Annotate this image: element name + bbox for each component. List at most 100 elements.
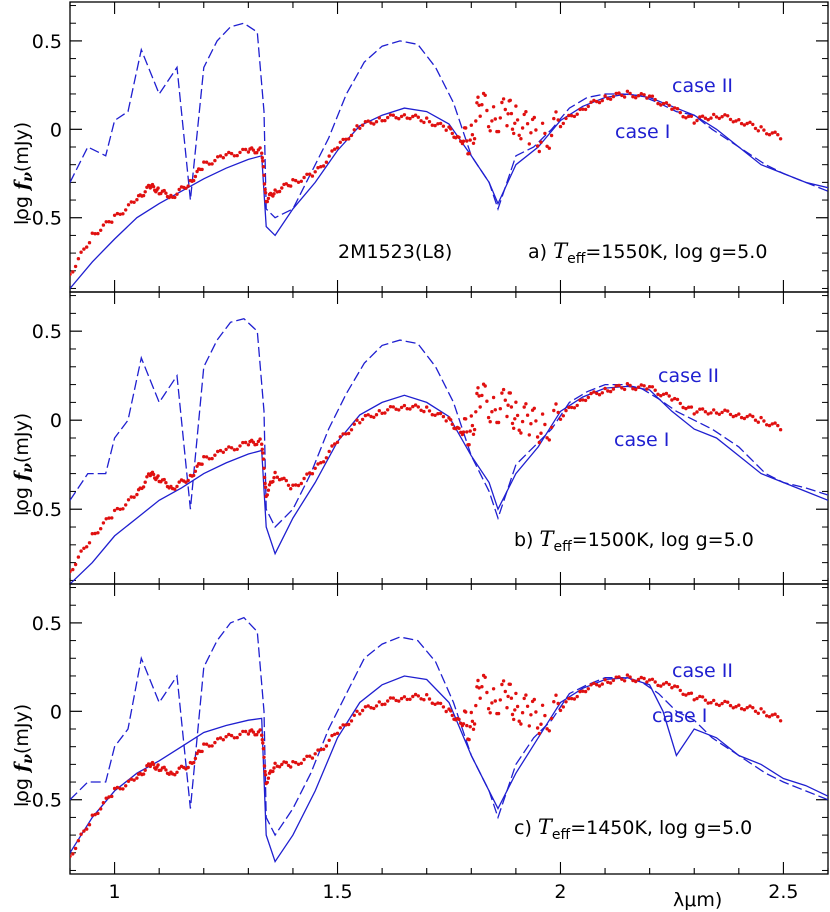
data-point xyxy=(330,444,334,448)
data-point xyxy=(408,407,412,411)
data-point xyxy=(675,107,680,111)
data-point xyxy=(177,766,181,770)
data-point xyxy=(126,498,131,502)
observed-spectrum-points xyxy=(70,673,783,858)
data-point xyxy=(433,413,437,417)
data-point xyxy=(227,445,231,449)
data-point xyxy=(316,462,320,466)
data-point xyxy=(476,678,480,683)
data-point xyxy=(258,728,262,732)
data-point xyxy=(509,405,514,409)
data-point xyxy=(512,426,516,430)
data-point xyxy=(305,754,309,758)
data-point xyxy=(687,691,691,696)
data-point xyxy=(717,116,721,121)
data-point xyxy=(726,114,730,118)
data-point xyxy=(115,506,120,511)
data-point xyxy=(413,403,418,407)
data-point xyxy=(496,420,501,425)
data-point xyxy=(200,462,204,466)
y-tick-label: 0 xyxy=(50,119,62,141)
data-point xyxy=(578,398,582,402)
data-point xyxy=(87,241,92,245)
data-point xyxy=(330,149,334,153)
data-point xyxy=(614,91,618,96)
data-point xyxy=(450,131,454,136)
data-point xyxy=(628,675,632,679)
data-point xyxy=(76,257,81,261)
data-point xyxy=(567,113,571,118)
data-point xyxy=(561,414,565,418)
data-point xyxy=(496,129,501,134)
data-point xyxy=(289,487,293,491)
data-point xyxy=(510,712,515,717)
data-point xyxy=(173,487,177,491)
data-point xyxy=(107,516,111,520)
data-point xyxy=(549,133,554,138)
object-label: 2M1523(L8) xyxy=(338,241,452,263)
data-point xyxy=(263,769,267,774)
data-point xyxy=(728,412,733,417)
data-point xyxy=(476,386,480,390)
data-point xyxy=(549,716,554,721)
data-point xyxy=(569,405,574,410)
data-point xyxy=(374,704,379,708)
data-point xyxy=(210,456,214,461)
data-point xyxy=(603,678,607,682)
data-point xyxy=(461,139,466,143)
case-i-label: case I xyxy=(652,705,707,727)
x-tick-label: 1 xyxy=(109,881,121,903)
data-point xyxy=(352,128,356,132)
data-point xyxy=(251,440,256,444)
data-point xyxy=(262,182,267,186)
data-point xyxy=(121,787,125,791)
data-point xyxy=(449,418,453,422)
data-point xyxy=(90,813,95,817)
data-point xyxy=(698,407,702,411)
data-point xyxy=(700,407,705,411)
data-point xyxy=(776,715,780,719)
data-point xyxy=(441,705,446,709)
data-point xyxy=(282,476,286,480)
data-point xyxy=(173,773,177,777)
data-point xyxy=(265,493,269,497)
data-point xyxy=(216,737,220,741)
data-point xyxy=(416,115,420,119)
data-point xyxy=(156,763,160,767)
data-point xyxy=(135,776,139,780)
data-point xyxy=(567,696,571,701)
data-point xyxy=(101,521,106,525)
data-point xyxy=(578,689,582,694)
data-point xyxy=(692,412,696,416)
data-point xyxy=(207,457,211,461)
data-point xyxy=(485,108,489,113)
data-point xyxy=(422,120,426,125)
data-point xyxy=(260,447,264,451)
data-point xyxy=(96,531,100,535)
data-point xyxy=(262,466,266,470)
data-point xyxy=(310,174,315,178)
data-point xyxy=(135,198,139,202)
data-point xyxy=(515,413,520,418)
data-point xyxy=(399,405,404,410)
data-point xyxy=(714,702,719,706)
data-point xyxy=(748,413,752,417)
data-point xyxy=(501,97,506,101)
data-point xyxy=(79,832,83,836)
data-point xyxy=(262,764,267,768)
data-point xyxy=(706,118,710,122)
data-point xyxy=(204,742,209,746)
data-point xyxy=(595,99,599,104)
data-point xyxy=(667,103,671,108)
data-point xyxy=(767,715,772,719)
data-point xyxy=(759,707,763,711)
data-point xyxy=(261,457,266,461)
data-point xyxy=(539,140,543,144)
data-point xyxy=(519,137,523,141)
data-point xyxy=(537,149,541,154)
data-point xyxy=(305,172,309,176)
data-point xyxy=(597,684,602,688)
data-point xyxy=(734,119,738,123)
data-point xyxy=(490,701,494,705)
data-point xyxy=(470,133,475,137)
